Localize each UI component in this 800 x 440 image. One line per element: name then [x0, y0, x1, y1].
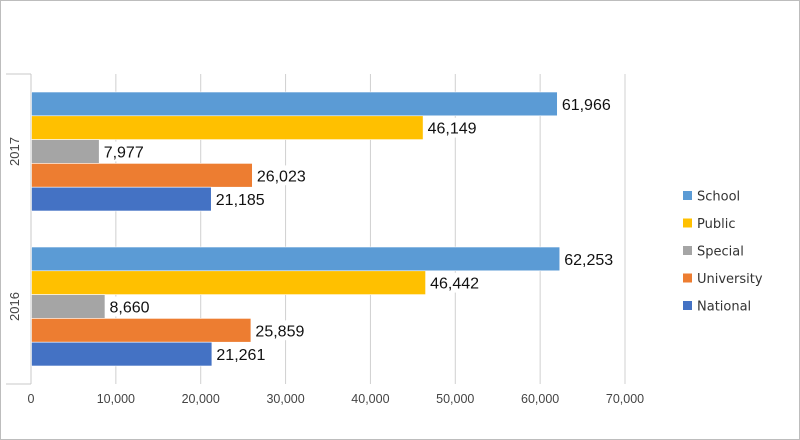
data-label-bg: [106, 296, 156, 317]
data-label-bg: [212, 189, 271, 209]
legend-swatch-public: [683, 218, 692, 228]
category-label: 2017: [7, 137, 22, 166]
data-label: 8,660: [109, 300, 149, 317]
bar-public-2016: [31, 270, 426, 295]
data-label: 46,442: [430, 276, 479, 293]
data-label: 61,966: [562, 97, 611, 114]
data-label: 7,977: [104, 145, 144, 162]
bar-university-2016: [31, 318, 252, 343]
data-label: 25,859: [255, 323, 304, 340]
data-label-bg: [100, 141, 150, 162]
data-label-bg: [561, 249, 620, 269]
bar-national-2017: [31, 186, 212, 212]
x-tick-label: 10,000: [97, 392, 135, 406]
data-label: 46,149: [428, 121, 477, 138]
data-label-bg: [424, 117, 483, 138]
x-tick-label: 0: [28, 392, 35, 406]
x-tick-label: 20,000: [182, 392, 220, 406]
data-label-bg: [427, 272, 486, 293]
bar-school-2016: [31, 246, 561, 272]
x-tick-label: 60,000: [521, 392, 559, 406]
legend-swatch-special: [683, 246, 692, 255]
bar-special-2017: [31, 139, 100, 164]
legend-swatch-school: [683, 191, 692, 200]
data-label: 21,185: [216, 192, 265, 209]
data-label-bg: [558, 94, 617, 114]
x-tick-label: 30,000: [266, 392, 304, 406]
bar-university-2017: [31, 163, 253, 188]
data-label-bg: [213, 344, 272, 364]
legend-label-school: School: [697, 190, 740, 205]
data-label: 21,261: [216, 347, 265, 364]
bar-national-2016: [31, 341, 213, 367]
category-label: 2016: [7, 292, 22, 321]
x-tick-label: 40,000: [351, 392, 389, 406]
legend-label-public: Public: [697, 217, 735, 232]
legend-swatch-national: [683, 301, 692, 310]
data-label-bg: [252, 320, 311, 341]
data-label: 62,253: [564, 252, 613, 269]
legend-swatch-university: [683, 273, 692, 283]
x-tick-label: 50,000: [436, 392, 474, 406]
legend-label-national: National: [697, 300, 751, 315]
bar-school-2017: [31, 91, 558, 117]
bar-public-2017: [31, 115, 424, 140]
legend-label-special: Special: [697, 245, 744, 260]
data-label: 26,023: [257, 168, 306, 185]
legend-label-university: University: [697, 272, 763, 287]
data-label-bg: [253, 165, 312, 186]
bar-special-2016: [31, 294, 106, 319]
x-tick-label: 70,000: [606, 392, 644, 406]
